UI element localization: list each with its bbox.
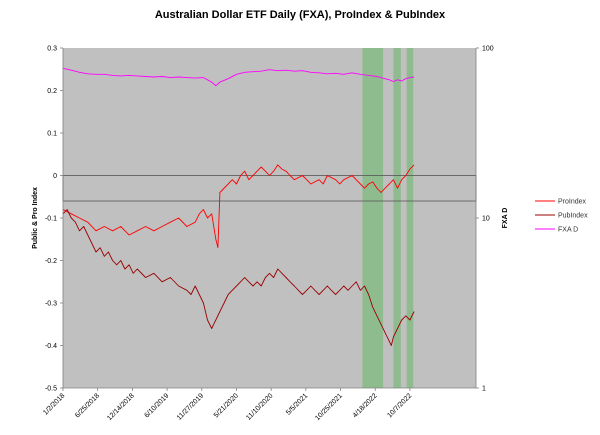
series-line-pubindex: [62, 209, 415, 346]
plot-area: [62, 48, 477, 389]
x-tick-label: 5/21/2020: [213, 392, 240, 419]
y-tick-label: 0: [53, 173, 57, 180]
y-tick-label: -0.5: [45, 386, 57, 393]
y-tick-label: -0.2: [45, 258, 57, 265]
highlight-band-1: [362, 48, 384, 388]
x-axis: 1/2/2018 6/25/2018 12/14/2018 6/10/2019 11/2…: [42, 388, 413, 422]
legend-label: PubIndex: [558, 213, 588, 220]
x-tick-label: 11/27/2019: [176, 392, 205, 421]
highlight-band-3: [406, 48, 414, 388]
y-axis-right: 100 10 1: [476, 46, 494, 393]
series-layer: [62, 67, 415, 346]
y-tick-label: -0.1: [45, 216, 57, 223]
y-tick-label: -0.3: [45, 301, 57, 308]
y2-axis-label: FXA D: [502, 208, 509, 229]
x-tick-label: 12/14/2018: [106, 392, 136, 422]
y-tick-label: 0.2: [47, 88, 57, 95]
x-tick-label: 1/2/2018: [42, 392, 66, 416]
y-axis-left: 0.3 0.2 0.1 0 -0.1 -0.2 -0.3 -0.4 -0.5: [45, 46, 63, 393]
x-tick-label: 5/5/2021: [285, 392, 309, 416]
x-tick-label: 6/10/2019: [144, 392, 171, 419]
x-tick-label: 10/25/2021: [314, 392, 344, 422]
series-line-proindex: [62, 164, 415, 249]
y-axis-label: Public & Pro Index: [32, 187, 39, 249]
y2-tick-label: 1: [482, 386, 486, 393]
chart-title: Australian Dollar ETF Daily (FXA), ProIn…: [155, 9, 446, 21]
y2-tick-label: 100: [482, 46, 494, 53]
y-tick-label: -0.4: [45, 343, 57, 350]
x-tick-label: 4/18/2022: [352, 392, 379, 419]
highlight-bands: [362, 48, 414, 388]
legend-label: ProIndex: [558, 199, 587, 206]
x-tick-label: 6/25/2018: [74, 392, 101, 419]
y-tick-label: 0.3: [47, 46, 57, 53]
plot-background: [63, 48, 476, 388]
highlight-band-2: [393, 48, 401, 388]
legend: ProIndex PubIndex FXA D: [535, 199, 588, 234]
x-tick-label: 10/7/2022: [386, 392, 413, 419]
y-tick-label: 0.1: [47, 131, 57, 138]
legend-label: FXA D: [558, 227, 578, 234]
x-tick-label: 11/10/2020: [245, 392, 274, 421]
y2-tick-label: 10: [482, 216, 490, 223]
series-line-fxa-d: [62, 67, 415, 87]
